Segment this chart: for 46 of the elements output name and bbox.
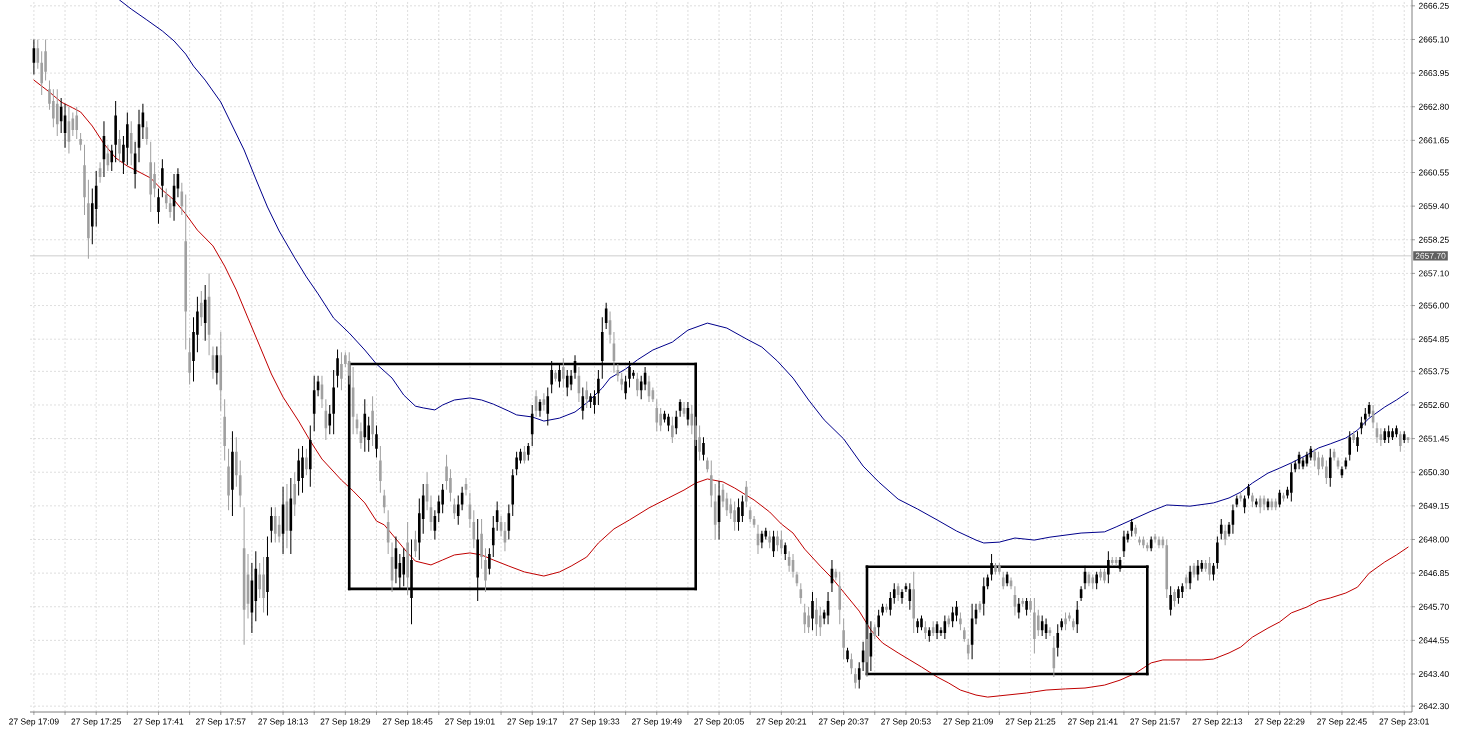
y-tick-label: 2666.25 xyxy=(1418,2,1449,9)
y-tick-label: 2665.10 xyxy=(1418,36,1449,43)
y-tick-label: 2662.80 xyxy=(1418,103,1449,110)
y-tick-label: 2656.00 xyxy=(1418,302,1449,309)
y-tick-label: 2657.10 xyxy=(1418,270,1449,277)
y-tick-label: 2649.15 xyxy=(1418,502,1449,509)
y-tick-label: 2642.30 xyxy=(1418,703,1449,710)
x-tick-label: 27 Sep 19:49 xyxy=(632,718,682,727)
x-tick-label: 27 Sep 19:17 xyxy=(507,718,557,727)
y-tick-label: 2646.85 xyxy=(1418,570,1449,577)
y-tick-label: 2645.70 xyxy=(1418,603,1449,610)
x-tick-label: 27 Sep 18:45 xyxy=(382,718,433,727)
y-tick-label: 2663.95 xyxy=(1418,70,1449,77)
x-tick-label: 27 Sep 20:53 xyxy=(881,718,931,727)
x-tick-label: 27 Sep 21:09 xyxy=(943,718,993,727)
x-tick-label: 27 Sep 17:09 xyxy=(9,718,59,727)
y-tick-label: 2660.55 xyxy=(1418,169,1449,176)
x-tick-label: 27 Sep 19:01 xyxy=(445,718,495,727)
x-tick-label: 27 Sep 17:41 xyxy=(133,718,184,727)
x-tick-label: 27 Sep 20:21 xyxy=(756,718,807,727)
y-tick-label: 2659.40 xyxy=(1418,203,1449,210)
y-tick-label: 2661.65 xyxy=(1418,137,1449,144)
y-tick-label: 2648.00 xyxy=(1418,536,1449,543)
x-tick-label: 27 Sep 22:13 xyxy=(1192,718,1243,727)
x-tick-label: 27 Sep 21:41 xyxy=(1068,718,1118,727)
x-tick-label: 27 Sep 22:29 xyxy=(1254,718,1305,727)
y-tick-label: 2652.60 xyxy=(1418,401,1449,408)
y-tick-label: 2651.45 xyxy=(1418,435,1449,442)
x-tick-label: 27 Sep 22:45 xyxy=(1317,718,1367,727)
ref-line-label: 2657.70 xyxy=(1415,252,1446,259)
x-tick-label: 27 Sep 21:25 xyxy=(1005,718,1056,727)
y-tick-label: 2650.30 xyxy=(1418,469,1449,476)
x-tick-label: 27 Sep 17:57 xyxy=(195,718,246,727)
x-tick-label: 27 Sep 21:57 xyxy=(1130,718,1180,727)
x-tick-label: 27 Sep 23:01 xyxy=(1379,718,1429,727)
x-tick-label: 27 Sep 18:29 xyxy=(320,718,371,727)
x-tick-label: 27 Sep 20:37 xyxy=(818,718,869,727)
x-tick-label: 27 Sep 20:05 xyxy=(694,718,744,727)
y-tick-label: 2643.40 xyxy=(1418,671,1449,677)
x-tick-label: 27 Sep 19:33 xyxy=(569,718,620,727)
x-tick-label: 27 Sep 18:13 xyxy=(258,718,308,727)
y-tick-label: 2658.25 xyxy=(1418,236,1449,243)
x-tick-label: 27 Sep 17:25 xyxy=(71,718,122,727)
y-tick-label: 2644.55 xyxy=(1418,637,1449,644)
y-tick-label: 2653.75 xyxy=(1418,368,1449,375)
y-tick-label: 2654.85 xyxy=(1418,336,1449,343)
